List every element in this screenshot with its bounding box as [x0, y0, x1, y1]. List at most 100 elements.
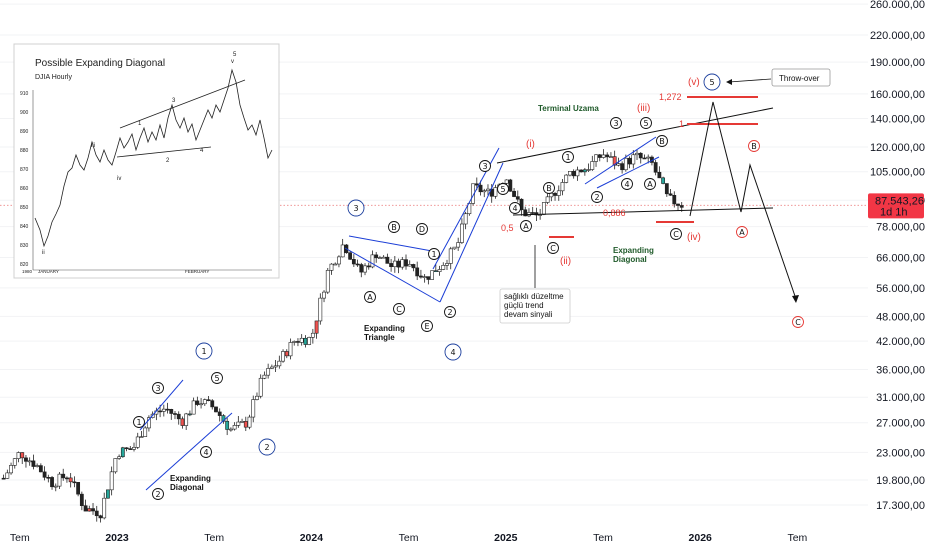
- candle-body: [232, 425, 237, 430]
- x-tick-label: Tem: [593, 532, 613, 544]
- candle-body: [68, 477, 73, 483]
- projection-path: [689, 101, 797, 300]
- candle-body: [672, 194, 677, 205]
- candle-body: [474, 183, 479, 186]
- candle-body: [128, 448, 133, 450]
- inset-y-tick: 880: [20, 148, 29, 154]
- inset-y-tick: 910: [20, 91, 29, 97]
- sub-wave-circle: [543, 182, 555, 194]
- candle-body: [76, 482, 81, 495]
- sub-wave-circle: [621, 178, 633, 190]
- candle-body: [210, 400, 215, 408]
- candle-body: [448, 248, 453, 264]
- candle-body: [620, 163, 625, 171]
- candle-body: [463, 213, 468, 225]
- inset-frame: [13, 43, 280, 279]
- candle-body: [117, 456, 122, 459]
- candle-body: [310, 332, 315, 338]
- candle-body: [415, 267, 420, 277]
- y-tick-label: 220.000,00: [870, 30, 925, 42]
- candle-body: [426, 276, 431, 280]
- candle-body: [255, 395, 259, 400]
- candle-body: [109, 471, 114, 491]
- candlestick-series: [1, 149, 684, 523]
- wave-label-2: 2: [447, 308, 452, 317]
- wave-label-2: 2: [155, 490, 160, 499]
- x-axis: Tem 2023 Tem 2024 Tem 2025 Tem 2026 Tem: [10, 532, 808, 544]
- candle-body: [642, 157, 647, 160]
- diagonal-lower-line: [145, 412, 233, 491]
- candle-body: [61, 473, 66, 479]
- candle-body: [478, 184, 483, 193]
- candle-body: [385, 256, 390, 264]
- candle-body: [199, 403, 203, 406]
- candle-body: [392, 260, 397, 268]
- inset-y-tick: 900: [20, 110, 29, 116]
- candle-body: [467, 203, 472, 215]
- candle-body: [661, 177, 666, 184]
- candle-body: [545, 196, 550, 203]
- wave-label-1: 1: [431, 250, 436, 259]
- inset-subtitle: DJIA Hourly: [35, 74, 72, 81]
- candle-body: [191, 400, 196, 415]
- candle-body: [72, 481, 77, 484]
- candle-body: [679, 205, 684, 208]
- callout-box: [499, 288, 571, 324]
- candle-body: [370, 254, 375, 268]
- wave-label-C: C: [795, 318, 801, 327]
- wave-iv-label: (iv): [687, 232, 701, 243]
- wave-label-3: 3: [482, 162, 487, 171]
- wave-label-E: E: [424, 322, 429, 331]
- wedge-lower-line: [512, 207, 774, 216]
- wave-label-C: C: [550, 244, 556, 253]
- y-tick-label: 260.000,00: [870, 0, 925, 11]
- wave-label-C: C: [396, 305, 402, 314]
- triangle-lower-line: [344, 247, 441, 303]
- candle-body: [124, 447, 129, 450]
- candle-body: [333, 263, 338, 266]
- wave-label-4: 4: [624, 180, 629, 189]
- corr-c-circle: [792, 316, 804, 328]
- candle-body: [374, 254, 379, 259]
- candle-body: [113, 458, 118, 473]
- candle-body: [508, 179, 513, 192]
- wave-label-B: B: [659, 137, 665, 146]
- sub-wave-circle: [444, 306, 456, 318]
- candle-body: [430, 270, 434, 280]
- y-tick-label: 19.800,00: [876, 475, 925, 487]
- inset-wave-label: 1: [138, 121, 142, 127]
- candle-body: [266, 368, 271, 376]
- y-tick-label: 27.000,00: [876, 418, 925, 430]
- inset-wave-label: v: [231, 59, 234, 65]
- sub-wave-circle: [497, 183, 509, 195]
- candle-body: [307, 337, 312, 345]
- candle-body: [5, 472, 10, 479]
- corr-a-circle: [736, 226, 748, 238]
- corr-b-circle: [748, 140, 760, 152]
- candle-body: [348, 252, 353, 260]
- candle-body: [445, 263, 449, 266]
- candle-body: [281, 351, 285, 362]
- wave-4-circle: [444, 343, 462, 361]
- candle-body: [571, 171, 576, 177]
- inset-y-tick: 890: [20, 129, 29, 135]
- diagonal-upper-line: [139, 379, 184, 431]
- candle-body: [400, 259, 405, 268]
- candle-body: [590, 161, 595, 170]
- candle-body: [284, 351, 289, 357]
- candle-body: [337, 256, 341, 265]
- candle-body: [303, 337, 308, 345]
- y-tick-label: 160.000,00: [870, 89, 925, 101]
- candle-body: [609, 156, 613, 158]
- x-tick-label: 2023: [105, 532, 129, 544]
- y-tick-label: 56.000,00: [876, 283, 925, 295]
- inset-wave-label: 5: [233, 52, 237, 58]
- candle-body: [38, 465, 43, 473]
- sub-wave-circle: [200, 446, 212, 458]
- sub-wave-circle: [670, 228, 682, 240]
- candle-body: [314, 320, 319, 334]
- candle-body: [42, 471, 47, 478]
- arrow-head: [726, 79, 732, 85]
- candle-body: [91, 508, 95, 512]
